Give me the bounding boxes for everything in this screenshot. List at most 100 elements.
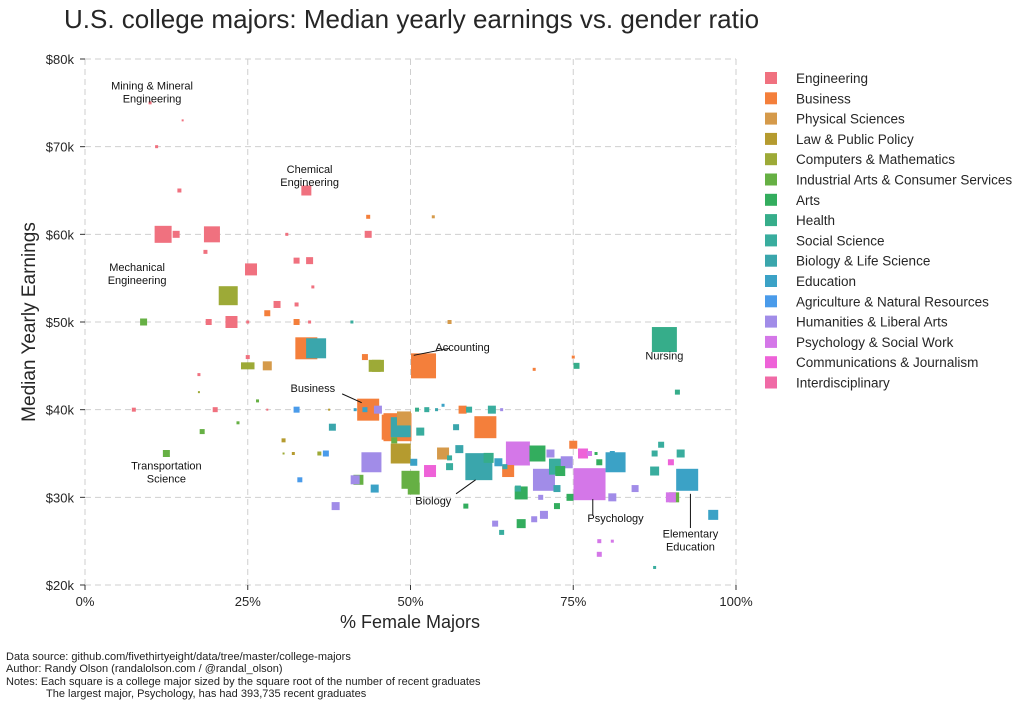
data-point [531, 516, 538, 523]
data-point [676, 468, 699, 491]
legend-swatch [765, 92, 777, 105]
data-point [218, 286, 238, 306]
annotation-label: Psychology [587, 513, 644, 525]
legend-swatch [765, 112, 777, 125]
annotation-label: Mechanical Engineering [108, 262, 167, 287]
data-point [566, 493, 574, 501]
legend-swatch [765, 153, 777, 166]
data-point [651, 327, 677, 353]
annotation-label: Accounting [435, 342, 489, 354]
data-point [608, 493, 617, 502]
footer-notes: Data source: github.com/fivethirtyeight/… [6, 651, 481, 701]
data-point [571, 355, 575, 359]
data-point [266, 408, 269, 411]
gridlines [84, 58, 737, 586]
data-point [240, 362, 248, 370]
legend-label: Agriculture & Natural Resources [796, 294, 989, 309]
data-point [246, 320, 250, 324]
data-point [293, 406, 300, 413]
data-point [350, 320, 354, 324]
data-point [674, 389, 680, 395]
data-point [291, 452, 295, 455]
data-point [390, 443, 411, 464]
data-point [494, 458, 503, 467]
data-point [463, 503, 469, 509]
data-point [569, 440, 578, 449]
x-tick-label: 100% [719, 594, 753, 609]
annotation-pointer [455, 479, 476, 495]
data-point [596, 551, 602, 557]
x-tick-label: 25% [235, 594, 261, 609]
data-point [350, 475, 360, 485]
data-point [529, 445, 546, 462]
data-point [424, 465, 437, 478]
data-point [594, 452, 598, 455]
data-point [435, 408, 439, 412]
data-point [532, 367, 536, 371]
data-point [650, 466, 660, 476]
legend-swatch [765, 335, 777, 348]
data-point [317, 451, 322, 456]
data-point [301, 185, 312, 196]
data-point [322, 450, 329, 457]
legend: Engineering Business Physical Sciences Law … [765, 71, 1012, 391]
data-source-note: Data source: github.com/fivethirtyeight/… [6, 651, 351, 663]
x-tick-label: 0% [76, 594, 95, 609]
legend-label: Communications & Journalism [796, 355, 978, 370]
data-point [282, 452, 285, 455]
y-tick-label: $70k [46, 140, 75, 155]
legend-label: Biology & Life Science [796, 254, 930, 269]
data-point [212, 407, 218, 413]
legend-label: Business [796, 91, 851, 106]
x-tick-label: 50% [397, 594, 423, 609]
legend-swatch [765, 356, 777, 369]
legend-label: Engineering [796, 71, 868, 86]
data-point [172, 230, 180, 238]
data-point [499, 529, 505, 535]
data-point [306, 257, 314, 265]
data-point [247, 362, 255, 370]
data-point [264, 310, 271, 317]
annotation-label: Chemical Engineering [280, 164, 339, 189]
annotation-label: Elementary Education [663, 529, 719, 554]
data-point [362, 407, 368, 413]
data-point [306, 338, 327, 359]
data-point [197, 391, 200, 394]
data-point [262, 361, 272, 371]
legend-swatch [765, 173, 777, 186]
legend-label: Computers & Mathematics [796, 152, 955, 167]
data-point [553, 503, 560, 510]
legend-swatch [765, 254, 777, 267]
legend-swatch [765, 234, 777, 247]
data-point [154, 225, 172, 243]
data-point [297, 477, 303, 483]
legend-label: Psychology & Social Work [796, 335, 954, 350]
data-point [177, 188, 182, 193]
legend-swatch [765, 315, 777, 328]
data-point [415, 407, 420, 412]
data-point [667, 459, 674, 466]
x-tick-label: 75% [560, 594, 586, 609]
data-point [492, 520, 499, 527]
data-point [610, 539, 614, 543]
data-point [140, 318, 148, 326]
data-point [573, 362, 580, 369]
y-tick-label: $60k [46, 227, 75, 242]
data-point [361, 354, 368, 361]
data-point [609, 451, 615, 456]
annotation-pointer [413, 347, 450, 356]
data-point [245, 263, 258, 276]
data-point [653, 565, 657, 569]
data-point [371, 359, 384, 372]
data-point [437, 447, 450, 460]
data-point [447, 455, 453, 461]
x-axis-ticks: 0% 25% 50% 75% 100% [76, 585, 753, 609]
data-point [410, 458, 418, 466]
data-point [466, 406, 473, 413]
data-point [487, 405, 496, 414]
data-point [281, 438, 286, 443]
data-point [370, 484, 379, 493]
data-point [328, 408, 331, 411]
y-tick-label: $20k [46, 578, 75, 593]
data-point [555, 466, 566, 477]
